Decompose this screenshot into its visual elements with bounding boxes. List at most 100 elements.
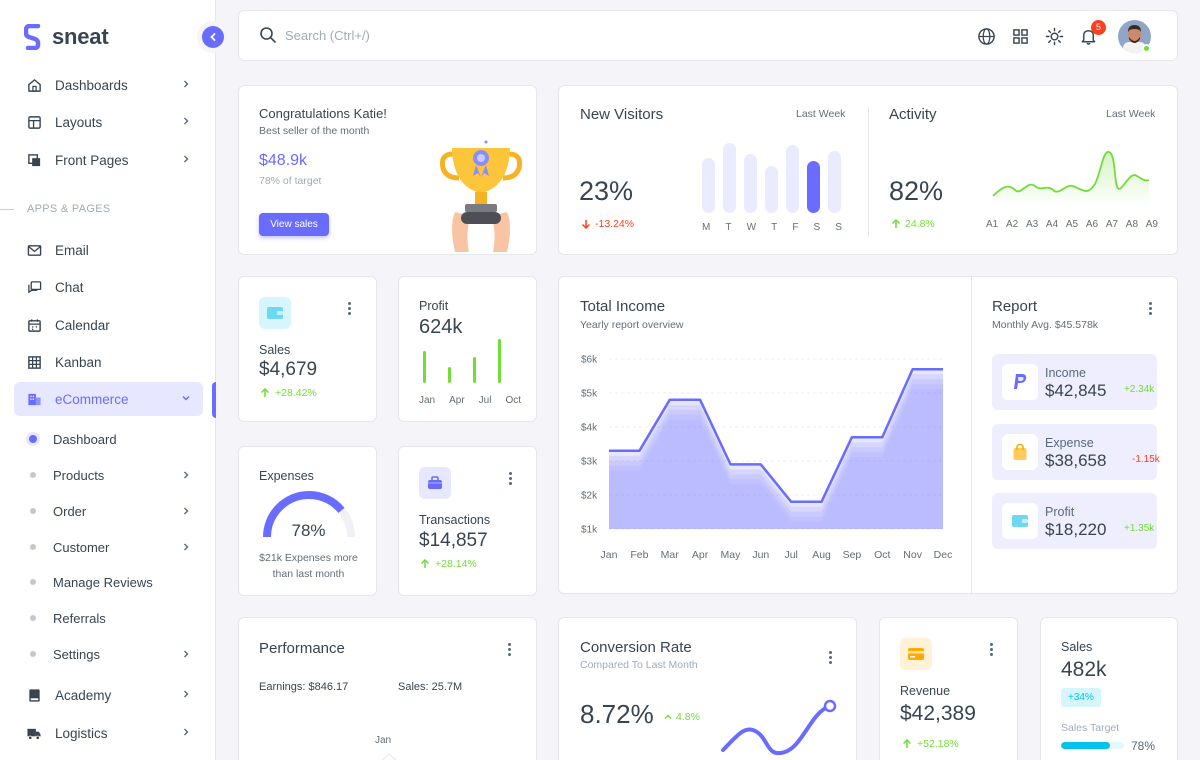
sidebar-item-academy[interactable]: Academy [14,678,203,712]
chevron-down-icon [182,396,190,401]
visitors-change-value: -13.24% [595,218,635,230]
sidebar-item-kanban[interactable]: Kanban [14,345,203,379]
x-tick-label: Mar [661,549,680,561]
sidebar-subitem-referrals[interactable]: Referrals [14,603,203,633]
activity-axis-label: A1 [986,219,999,230]
sidebar-item-label: Kanban [55,354,102,370]
conversion-subtitle: Compared To Last Month [580,659,698,671]
more-options-icon[interactable] [989,643,993,656]
sidebar-item-chat[interactable]: Chat [14,270,203,304]
sidebar: sneat Dashboards Layouts Front Pages APP… [0,0,229,760]
expenses-note-2: than last month [272,568,345,580]
sidebar-subitem-customer[interactable]: Customer [14,532,203,562]
language-button[interactable] [976,27,996,47]
radar-axis-label: Jan [375,735,392,746]
sidebar-subitem-products[interactable]: Products [14,460,203,490]
report-item-label: Expense [1045,436,1094,450]
arrow-up-icon [891,219,901,228]
sidebar-collapse-button[interactable] [197,21,229,53]
congrats-amount: $48.9k [259,152,308,169]
brand-logo[interactable]: sneat [24,24,109,50]
shortcuts-button[interactable] [1010,27,1030,47]
activity-change-value: 24.8% [905,218,935,230]
x-tick-label: Dec [934,549,953,561]
visitors-change: -13.24% [581,218,634,230]
y-tick-label: $1k [581,525,598,536]
profit-card: Profit 624k Jan Apr Jul Oct [398,276,537,422]
profit-month-label: Jan [419,395,436,406]
report-item-change: -1.15k [1132,454,1160,465]
view-sales-button[interactable]: View sales [259,213,329,236]
notifications-button[interactable]: 5 [1078,19,1106,47]
sales-value: $4,679 [259,359,318,380]
sneat-logo-icon [24,24,41,50]
visitors-title: New Visitors [580,106,664,123]
sidebar-subitem-label: Settings [53,646,100,662]
sidebar-subitem-settings[interactable]: Settings [14,639,203,669]
sidebar-subitem-order[interactable]: Order [14,496,203,526]
x-tick-label: Nov [903,549,922,561]
conversion-card: Conversion Rate Compared To Last Month 8… [558,617,857,760]
profit-month-label: Jul [478,395,492,406]
more-options-icon[interactable] [508,472,512,485]
online-status-dot [1142,44,1151,53]
arrow-up-icon [420,559,430,568]
sidebar-item-logistics[interactable]: Logistics [14,716,203,750]
visitors-activity-card: New Visitors Last Week 23% -13.24% M T W T F… [558,85,1178,255]
expenses-note-1: $21k Expenses more [259,552,358,564]
x-tick-label: Jul [784,549,797,561]
x-tick-label: Oct [874,549,890,561]
performance-card: Performance Earnings: $846.17 Sales: 25.… [238,617,537,760]
sidebar-subitem-dashboard[interactable]: Dashboard [14,424,203,454]
notification-badge: 5 [1091,19,1106,35]
report-subtitle: Monthly Avg. $45.578k [992,319,1099,331]
sidebar-item-layouts[interactable]: Layouts [14,105,203,139]
search-bar[interactable] [259,26,485,44]
chevron-right-icon [184,543,189,551]
sidebar-subitem-manage-reviews[interactable]: Manage Reviews [14,567,203,597]
sidebar-item-email[interactable]: Email [14,233,203,267]
performance-title: Performance [259,640,345,657]
sales-title: Sales [259,343,291,357]
sidebar-subitem-label: Order [53,503,87,519]
theme-toggle-button[interactable] [1044,27,1064,47]
more-options-icon[interactable] [507,643,511,656]
report-item-label: Income [1045,366,1086,380]
transactions-change: +28.14% [420,558,477,570]
visitors-day-label: S [835,222,842,233]
profit-month-label: Apr [449,395,465,406]
more-options-icon[interactable] [828,651,832,664]
apps-grid-icon [1012,29,1028,44]
conversion-line-chart [721,699,837,756]
sidebar-item-calendar[interactable]: Calendar [14,308,203,342]
performance-earnings: Earnings: $846.17 [259,681,349,693]
sidebar-item-dashboards[interactable]: Dashboards [14,68,203,102]
trophy-icon [440,140,522,252]
bullet-dot [30,651,36,657]
sun-icon [1045,27,1063,46]
calendar-icon [26,317,42,333]
sales-change-badge: +34% [1061,688,1101,707]
chat-icon [26,279,42,295]
sales-target-value: 482k [1061,658,1107,681]
more-options-icon[interactable] [347,302,351,315]
chevron-up-icon [664,714,672,720]
y-tick-label: $5k [581,389,598,400]
chevron-right-icon [184,80,189,88]
arrow-down-icon [581,220,591,229]
revenue-change-value: +52.18% [917,738,959,750]
sidebar-item-front-pages[interactable]: Front Pages [14,143,203,177]
search-icon [260,27,276,43]
user-avatar[interactable] [1118,20,1151,53]
expenses-gauge [263,491,355,538]
mail-icon [26,242,42,258]
report-item-profit: Profit $18,220 +1.35k [992,493,1157,549]
sales-card: Sales $4,679 +28.42% [238,276,377,422]
sidebar-item-label: Logistics [55,725,108,741]
revenue-change: +52.18% [902,738,959,750]
income-area-layer [609,374,943,529]
search-input[interactable] [285,27,485,43]
conversion-value: 8.72% [580,699,654,729]
sidebar-item-ecommerce[interactable]: eCommerce [14,382,203,416]
more-options-icon[interactable] [1148,302,1152,315]
